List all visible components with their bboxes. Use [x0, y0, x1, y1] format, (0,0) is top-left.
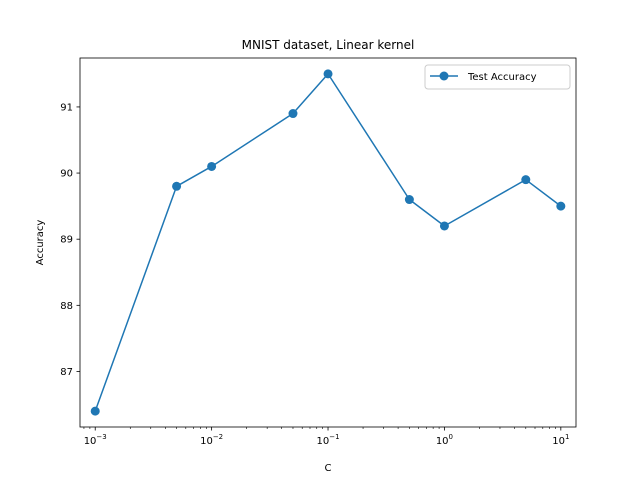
legend-label-test-accuracy: Test Accuracy [467, 72, 537, 83]
x-axis-title: C [325, 463, 332, 474]
plot-background [80, 58, 576, 427]
y-tick-label: 91 [60, 102, 73, 113]
data-point [90, 406, 100, 416]
data-point [288, 109, 298, 119]
y-tick-label: 90 [60, 169, 73, 180]
x-tick-label: 10−2 [200, 433, 223, 447]
legend-box [424, 64, 571, 90]
x-tick-exponent: 1 [565, 433, 569, 441]
x-tick-label: 100 [436, 433, 453, 447]
y-tick-label: 88 [60, 301, 73, 312]
data-point [404, 195, 414, 205]
data-point [172, 181, 182, 191]
y-tick-label: 89 [60, 235, 73, 246]
data-point [521, 175, 531, 185]
y-tick-label: 87 [60, 367, 73, 378]
data-point [323, 69, 333, 79]
x-tick-exponent: −1 [329, 433, 339, 441]
x-tick-exponent: −2 [213, 433, 223, 441]
data-point [207, 161, 217, 171]
x-axis-ticks: 10−3 10−2 10−1 100 101 [83, 427, 569, 447]
data-point [556, 201, 566, 211]
plot-area [80, 58, 576, 427]
y-axis-title: Accuracy [35, 220, 46, 266]
x-tick-label: 10−1 [316, 433, 339, 447]
y-axis-ticks: 87 88 89 90 91 [60, 102, 80, 378]
x-tick-label: 101 [552, 433, 569, 447]
x-tick-exponent: 0 [449, 433, 453, 441]
legend-marker-test-accuracy [439, 71, 449, 81]
plot-frame [79, 57, 577, 428]
legend: Test Accuracy [424, 64, 571, 90]
data-point [439, 221, 449, 231]
series-layer [90, 69, 566, 416]
x-tick-label: 10−3 [84, 433, 107, 447]
x-tick-exponent: −3 [96, 433, 106, 441]
chart-title: MNIST dataset, Linear kernel [242, 38, 415, 52]
